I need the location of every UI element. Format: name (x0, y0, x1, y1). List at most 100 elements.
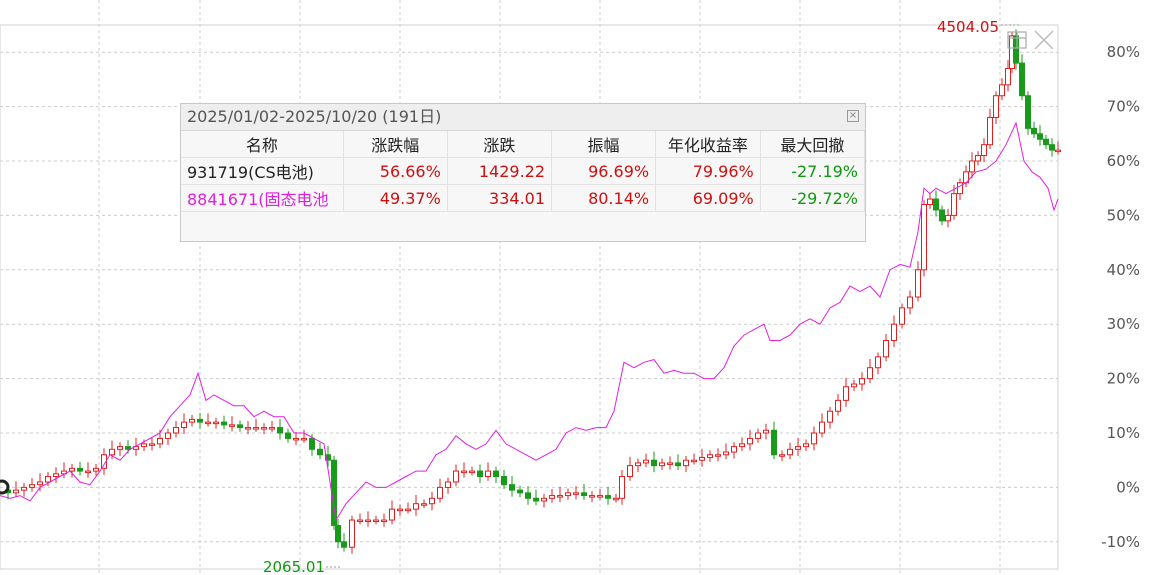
candle-down (1043, 138, 1049, 146)
y-tick-label: 30% (1107, 315, 1140, 333)
candle-up (485, 470, 491, 478)
candle-up (253, 427, 259, 430)
stats-row-cs-battery[interactable]: 931719(CS电池) 56.66% 1429.22 96.69% 79.96… (181, 157, 866, 185)
plot-frame (0, 24, 1059, 570)
candle-up (85, 470, 91, 474)
stats-table: 名称 涨跌幅 涨跌 振幅 年化收益率 最大回撤 931719(CS电池) 56.… (181, 131, 866, 212)
candle-up (859, 378, 865, 385)
candle-up (269, 427, 275, 430)
candle-up (141, 443, 147, 448)
panel-header: 2025/01/02-2025/10/20 (191日) × (181, 104, 865, 131)
candle-up (699, 456, 705, 461)
candle-up (999, 84, 1005, 97)
candle-up (951, 193, 957, 216)
candlestick-series (5, 29, 1061, 554)
candle-down (581, 492, 587, 497)
y-tick-label: 50% (1107, 206, 1140, 224)
stats-row-solid-state-battery[interactable]: 8841671(固态电池 49.37% 334.01 80.14% 69.09%… (181, 184, 866, 212)
high-price-label: 4504.05 (937, 18, 999, 36)
row-amplitude: 96.69% (551, 157, 657, 185)
candle-up (795, 446, 801, 450)
stats-header-row: 名称 涨跌幅 涨跌 振幅 年化收益率 最大回撤 (181, 131, 866, 158)
candle-up (715, 454, 721, 457)
candle-up (635, 462, 641, 467)
candle-up (573, 492, 579, 495)
candle-up (927, 198, 933, 206)
candle-up (613, 497, 619, 501)
row-annualized: 79.96% (655, 157, 761, 185)
candle-down (1037, 133, 1043, 140)
candle-up (173, 427, 179, 434)
col-header-annualized: 年化收益率 (655, 131, 761, 158)
candle-up (293, 437, 299, 441)
restore-icon[interactable] (1007, 31, 1027, 49)
candle-up (945, 214, 951, 222)
candle-up (437, 486, 443, 499)
candle-up (851, 383, 857, 388)
candle-up (981, 144, 987, 157)
candle-up (811, 432, 817, 445)
candle-up (365, 519, 371, 523)
candle-up (867, 367, 873, 380)
candle-up (541, 497, 547, 502)
candle-down (771, 429, 777, 456)
candle-up (659, 462, 665, 467)
row-change: 1429.22 (447, 157, 553, 185)
candle-down (125, 446, 131, 450)
candle-up (349, 519, 355, 548)
candle-down (317, 448, 323, 456)
candle-up (827, 410, 833, 423)
y-tick-label: 10% (1107, 424, 1140, 442)
low-price-label: 2065.01 (263, 558, 325, 575)
candle-up (739, 443, 745, 448)
candle-down (525, 492, 531, 499)
col-header-change: 涨跌 (447, 131, 553, 158)
y-axis-labels: 80% 70% 60% 50% 40% 30% 20% 10% 0% -10% (1101, 43, 1140, 551)
y-tick-label: 40% (1107, 261, 1140, 279)
candle-up (117, 446, 123, 450)
candle-down (77, 467, 83, 472)
col-header-amplitude: 振幅 (551, 131, 657, 158)
row-change-pct: 49.37% (343, 184, 448, 212)
y-tick-label: 80% (1107, 43, 1140, 61)
candle-up (843, 386, 849, 401)
y-tick-label: 60% (1107, 152, 1140, 170)
candle-up (381, 519, 387, 523)
candle-up (397, 508, 403, 512)
y-tick-label: 20% (1107, 370, 1140, 388)
row-max-drawdown: -27.19% (760, 157, 866, 185)
candle-up (405, 508, 411, 512)
candle-up (29, 484, 35, 488)
candle-down (533, 497, 539, 502)
row-annualized: 69.09% (655, 184, 761, 212)
interval-stats-panel: 2025/01/02-2025/10/20 (191日) × 名称 涨跌幅 涨跌… (180, 103, 866, 242)
candle-up (787, 448, 793, 456)
candle-up (627, 465, 633, 478)
candle-up (213, 421, 219, 425)
candle-up (565, 492, 571, 497)
candle-up (707, 454, 713, 458)
col-header-change-pct: 涨跌幅 (343, 131, 448, 158)
candle-down (197, 418, 203, 423)
row-change-pct: 56.66% (343, 157, 448, 185)
candle-down (933, 198, 939, 211)
candle-up (69, 467, 75, 472)
candle-up (1055, 149, 1061, 153)
candle-up (301, 437, 307, 441)
close-icon[interactable] (1034, 30, 1054, 50)
candle-up (357, 519, 363, 523)
candle-up (101, 454, 107, 469)
candle-up (245, 427, 251, 430)
candle-up (421, 503, 427, 506)
candle-down (325, 454, 331, 461)
candle-up (883, 340, 889, 358)
candle-up (165, 432, 171, 439)
candle-up (891, 323, 897, 342)
row-max-drawdown: -29.72% (760, 184, 866, 212)
panel-close-icon[interactable]: × (847, 110, 859, 122)
candle-up (875, 356, 881, 369)
candle-up (907, 296, 913, 309)
comparison-line-series (0, 121, 1059, 522)
candle-up (453, 470, 459, 483)
